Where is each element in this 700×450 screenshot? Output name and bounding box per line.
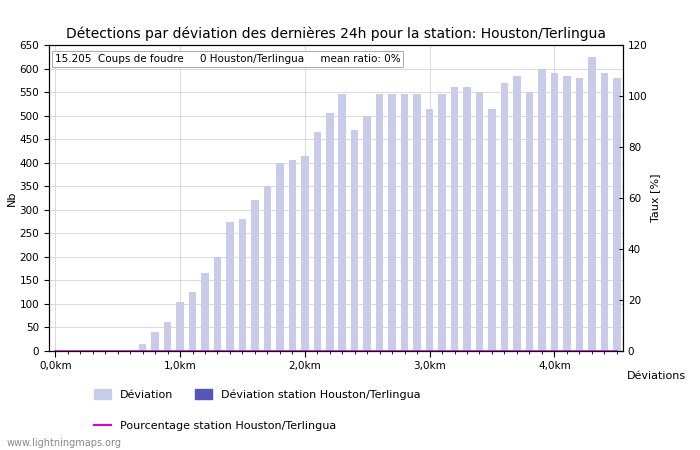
Bar (401, 94, 408, 351)
Bar (488, 108, 496, 351)
Bar (426, 108, 433, 351)
Text: Déviations: Déviations (626, 371, 685, 381)
Text: 15.205  Coups de foudre     0 Houston/Terlingua     mean ratio: 0%: 15.205 Coups de foudre 0 Houston/Terling… (55, 54, 400, 64)
Bar (526, 92, 533, 351)
Bar (463, 87, 471, 351)
Bar (189, 292, 196, 351)
Bar (500, 83, 508, 351)
Bar (351, 130, 358, 351)
Text: www.lightningmaps.org: www.lightningmaps.org (7, 438, 122, 448)
Bar (151, 332, 159, 351)
Bar (575, 78, 583, 351)
Y-axis label: Taux [%]: Taux [%] (650, 174, 660, 222)
Bar (513, 76, 521, 351)
Bar (601, 73, 608, 351)
Bar (176, 302, 184, 351)
Bar (251, 200, 258, 351)
Bar (476, 92, 483, 351)
Bar (339, 94, 346, 351)
Bar (563, 76, 570, 351)
Bar (438, 94, 446, 351)
Bar (326, 113, 333, 351)
Bar (451, 87, 458, 351)
Bar (214, 257, 221, 351)
Bar (538, 68, 545, 351)
Bar (588, 57, 596, 351)
Bar (276, 163, 284, 351)
Bar (226, 221, 234, 351)
Legend: Pourcentage station Houston/Terlingua: Pourcentage station Houston/Terlingua (90, 417, 340, 436)
Bar (551, 73, 558, 351)
Bar (414, 94, 421, 351)
Bar (389, 94, 396, 351)
Bar (164, 322, 172, 351)
Bar (314, 132, 321, 351)
Bar (376, 94, 384, 351)
Bar (288, 160, 296, 351)
Bar (363, 116, 371, 351)
Bar (239, 219, 246, 351)
Y-axis label: Nb: Nb (7, 190, 17, 206)
Bar (613, 78, 620, 351)
Legend: Déviation, Déviation station Houston/Terlingua: Déviation, Déviation station Houston/Ter… (90, 384, 425, 404)
Bar (201, 273, 209, 351)
Title: Détections par déviation des dernières 24h pour la station: Houston/Terlingua: Détections par déviation des dernières 2… (66, 27, 606, 41)
Bar (139, 344, 146, 351)
Bar (301, 156, 309, 351)
Bar (264, 186, 271, 351)
